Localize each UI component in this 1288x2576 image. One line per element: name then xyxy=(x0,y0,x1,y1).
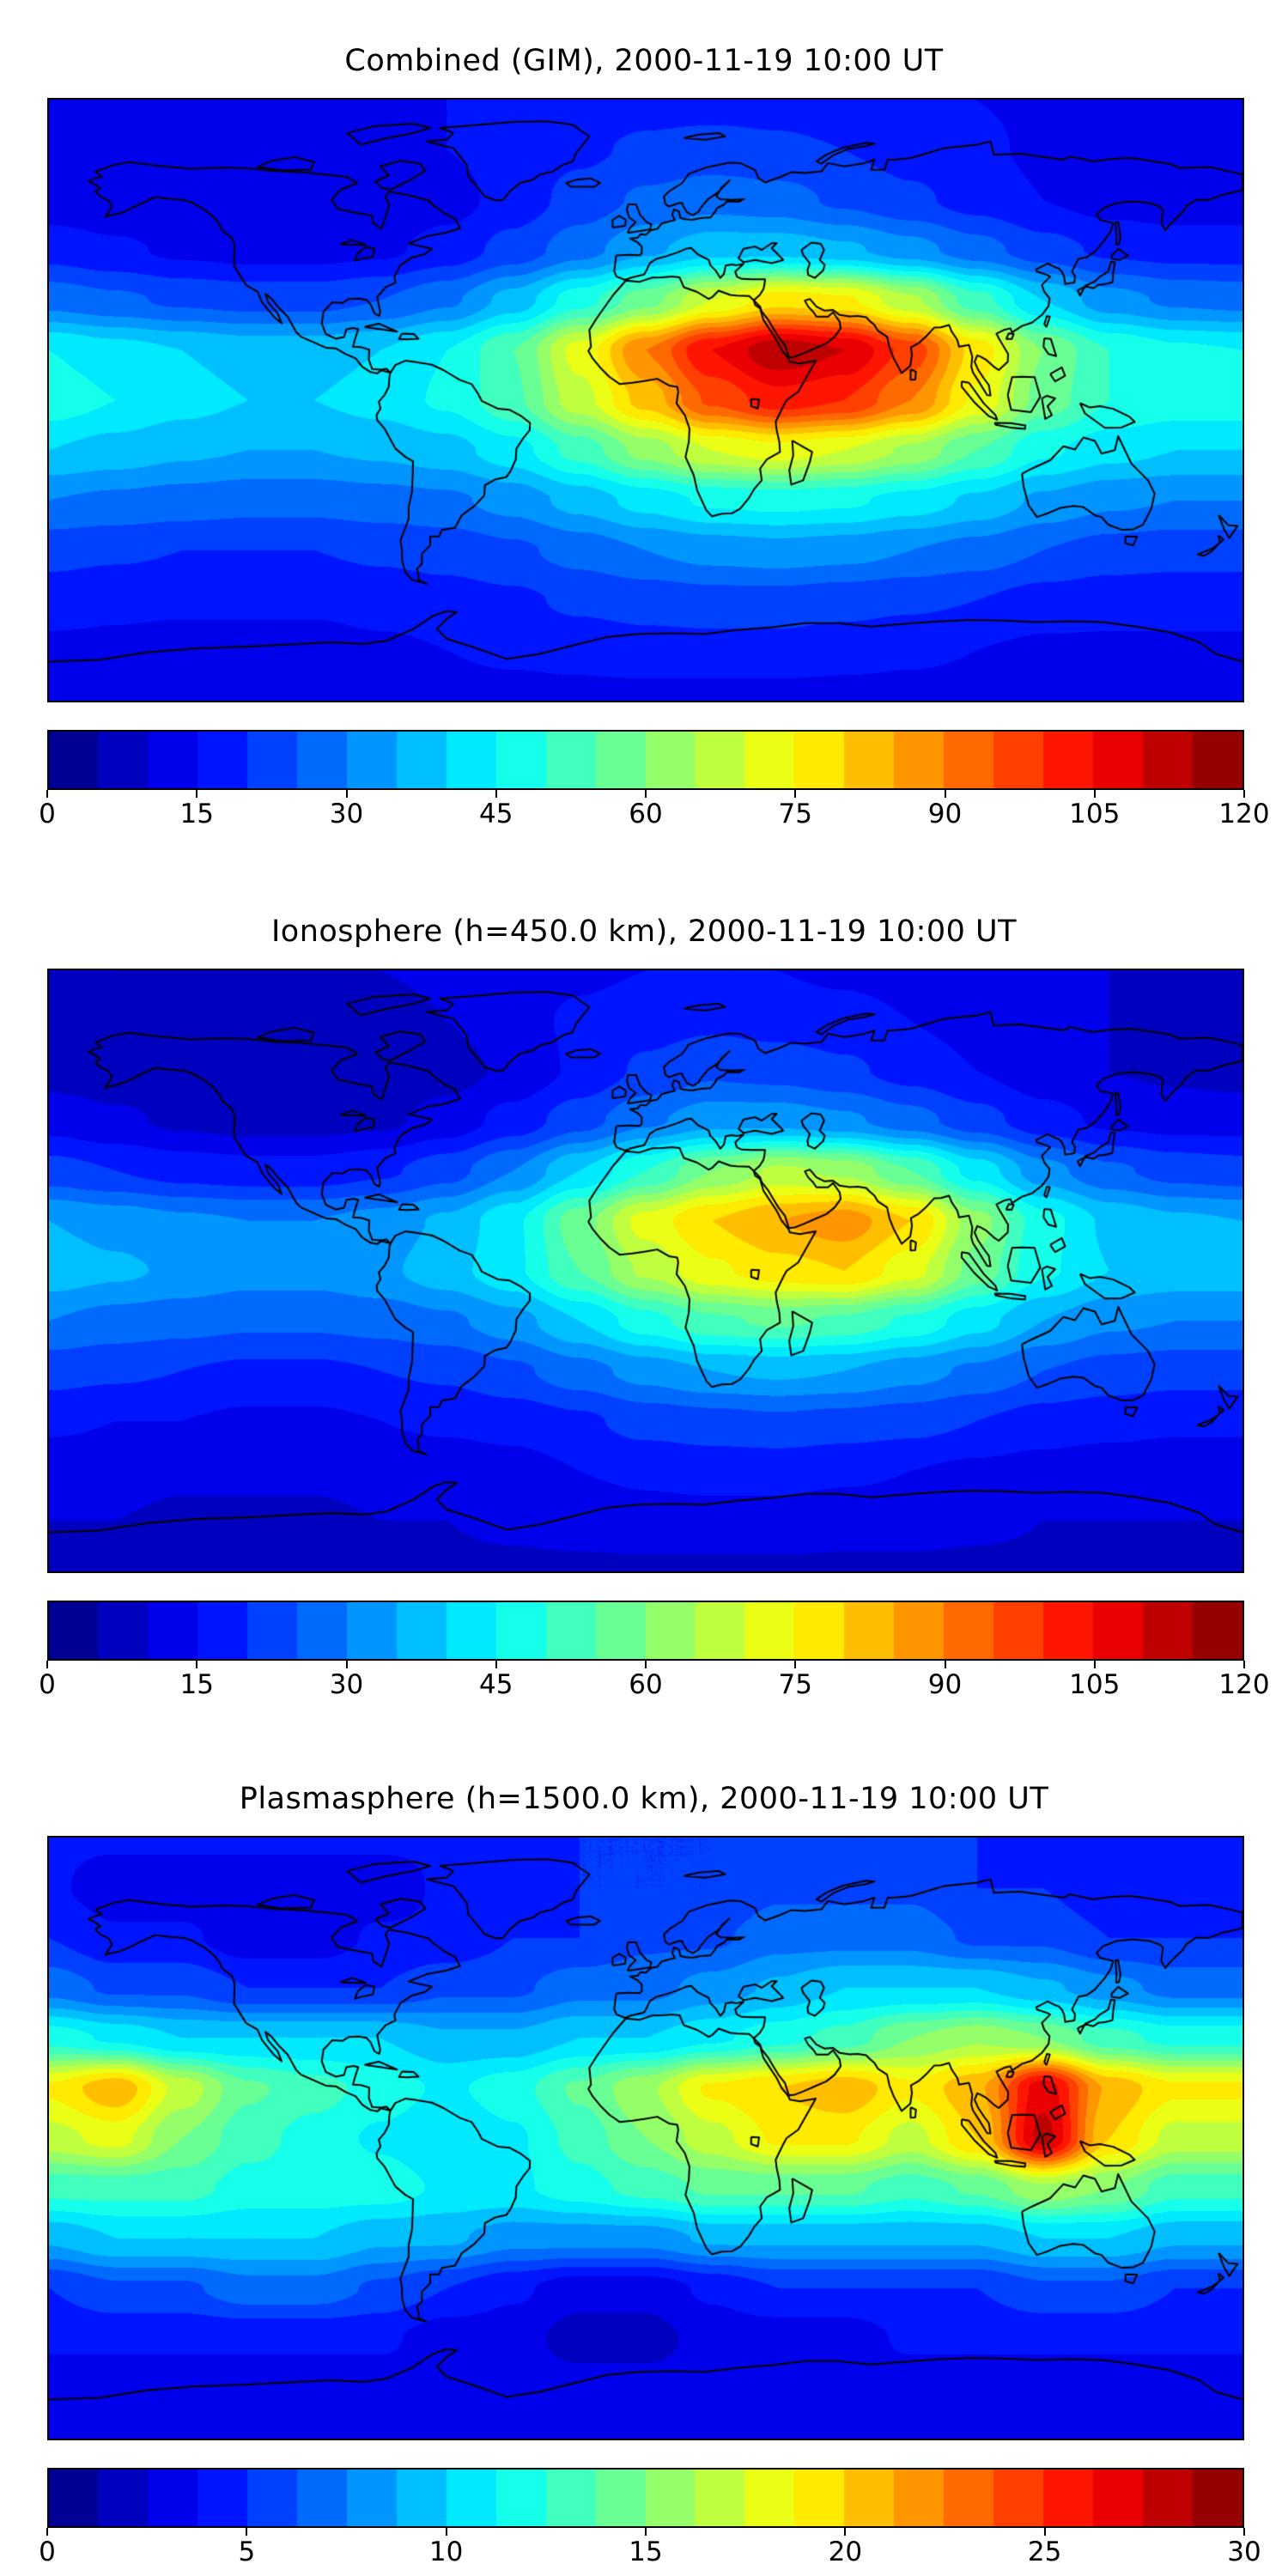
colorbar-tick-label: 15 xyxy=(179,1669,214,1700)
combined-colorbar xyxy=(47,730,1244,790)
colorbar-tick-label: 5 xyxy=(238,2537,256,2567)
panel-combined: Combined (GIM), 2000-11-19 10:00 UT 0 15 3… xyxy=(39,34,1270,831)
colorbar-tick xyxy=(1093,790,1096,798)
colorbar-tick-label: 15 xyxy=(629,2537,663,2567)
plasmasphere-title: Plasmasphere (h=1500.0 km), 2000-11-19 1… xyxy=(239,1782,1049,1816)
colorbar-tick-label: 105 xyxy=(1069,799,1121,829)
colorbar-tick xyxy=(794,790,797,798)
colorbar-tick xyxy=(1043,2528,1046,2536)
colorbar-tick-label: 0 xyxy=(39,799,56,829)
colorbar-tick xyxy=(345,1661,348,1668)
colorbar-tick-label: 30 xyxy=(329,1669,364,1700)
colorbar-tick-label: 10 xyxy=(428,2537,464,2567)
colorbar-tick xyxy=(645,1661,647,1668)
combined-map-canvas xyxy=(47,98,1244,702)
colorbar-tick-label: 60 xyxy=(629,1669,663,1700)
ionosphere-title: Ionosphere (h=450.0 km), 2000-11-19 10:0… xyxy=(270,914,1018,949)
colorbar-tick-label: 75 xyxy=(778,1669,812,1700)
colorbar-tick xyxy=(46,2528,48,2536)
combined-colorbar-ticks: 0 15 30 45 60 75 90 105 120 xyxy=(39,790,1270,831)
colorbar-tick xyxy=(1243,2528,1245,2536)
colorbar-tick-label: 30 xyxy=(329,799,364,829)
colorbar-tick-label: 45 xyxy=(479,799,513,829)
colorbar-tick xyxy=(1093,1661,1096,1668)
colorbar-tick xyxy=(944,1661,946,1668)
colorbar-tick-label: 20 xyxy=(828,2537,863,2567)
colorbar-tick xyxy=(196,1661,198,1668)
colorbar-tick-label: 60 xyxy=(629,799,663,829)
ionosphere-map-canvas xyxy=(47,969,1244,1573)
colorbar-tick xyxy=(1243,790,1245,798)
colorbar-tick-label: 90 xyxy=(927,799,963,829)
colorbar-tick xyxy=(645,2528,647,2536)
colorbar-tick xyxy=(645,790,647,798)
ionosphere-colorbar-ticks: 0 15 30 45 60 75 90 105 120 xyxy=(39,1661,1270,1702)
colorbar-tick xyxy=(46,1661,48,1668)
combined-title: Combined (GIM), 2000-11-19 10:00 UT xyxy=(344,44,944,78)
colorbar-tick xyxy=(944,790,946,798)
colorbar-tick xyxy=(196,790,198,798)
colorbar-tick-label: 0 xyxy=(39,1669,56,1700)
colorbar-tick xyxy=(844,2528,847,2536)
colorbar-tick xyxy=(1243,1661,1245,1668)
plasmasphere-colorbar-ticks: 0 5 10 15 20 25 30 xyxy=(39,2528,1261,2569)
colorbar-tick-label: 0 xyxy=(39,2537,56,2567)
colorbar-tick xyxy=(495,790,497,798)
colorbar-tick-label: 45 xyxy=(479,1669,513,1700)
colorbar-tick xyxy=(794,1661,797,1668)
colorbar-tick-label: 15 xyxy=(179,799,214,829)
colorbar-tick xyxy=(445,2528,447,2536)
colorbar-tick xyxy=(246,2528,248,2536)
colorbar-tick-label: 25 xyxy=(1027,2537,1062,2567)
colorbar-tick xyxy=(345,790,348,798)
colorbar-tick xyxy=(495,1661,497,1668)
colorbar-tick-label: 30 xyxy=(1227,2537,1261,2567)
ionosphere-colorbar xyxy=(47,1601,1244,1661)
colorbar-tick-label: 120 xyxy=(1218,1669,1270,1700)
panel-plasmasphere: Plasmasphere (h=1500.0 km), 2000-11-19 1… xyxy=(39,1772,1261,2569)
colorbar-tick-label: 105 xyxy=(1069,1669,1121,1700)
colorbar-tick xyxy=(46,790,48,798)
colorbar-tick-label: 75 xyxy=(778,799,812,829)
colorbar-tick-label: 90 xyxy=(927,1669,963,1700)
plasmasphere-map-canvas xyxy=(47,1836,1244,2440)
plasmasphere-colorbar xyxy=(47,2468,1244,2528)
panel-ionosphere: Ionosphere (h=450.0 km), 2000-11-19 10:0… xyxy=(39,905,1270,1702)
colorbar-tick-label: 120 xyxy=(1218,799,1270,829)
